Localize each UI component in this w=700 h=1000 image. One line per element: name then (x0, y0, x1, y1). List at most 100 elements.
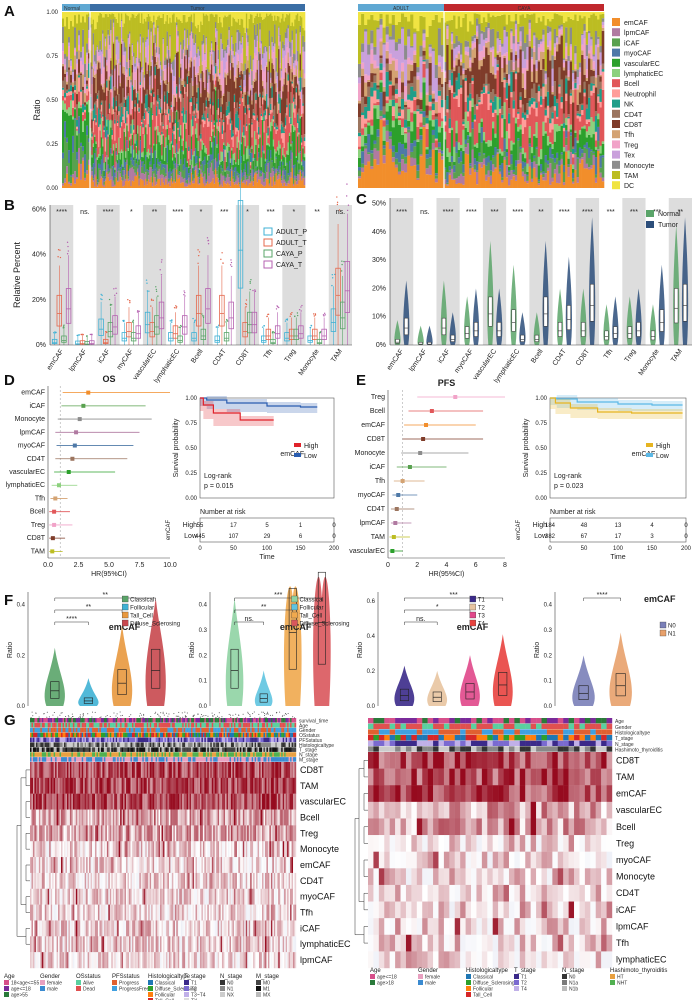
caya-sample-segment-Treg (508, 78, 511, 84)
tumor-sample-segment-Neutrophil (174, 123, 177, 139)
caya-sample-segment-Treg (567, 70, 571, 77)
tumor-sample-segment-Tex (220, 38, 222, 62)
caya-sample-segment-iCAF (553, 162, 557, 170)
caya-sample-segment-NK (496, 64, 500, 68)
adult-sample-segment-Tfh (419, 98, 423, 100)
caya-sample-segment-NK (562, 123, 566, 128)
tumor-sample-segment-myoCAF (235, 166, 237, 180)
caya-sample-segment-lymphaticEC (594, 146, 598, 150)
caya-sample-segment-iCAF (482, 154, 486, 159)
caya-sample-segment-TAM (530, 14, 534, 49)
adult-sample-segment-Neutrophil (434, 138, 439, 141)
normal-sample-segment-lymphaticEC (86, 101, 89, 105)
caya-sample-segment-CD8T (533, 64, 536, 84)
adult-sample-segment-Monocyte (397, 38, 402, 44)
tumor-sample-segment-Neutrophil (204, 120, 206, 125)
normal-sample-segment-vascularEC (88, 112, 91, 139)
tumor-sample-segment-Bcell (161, 143, 163, 156)
caya-sample-segment-Monocyte (558, 25, 561, 29)
tumor-sample-segment-CD4T (182, 98, 185, 108)
panel-b-outlier (157, 295, 159, 297)
adult-sample-segment-TAM (419, 15, 423, 46)
adult-sample-segment-vascularEC (434, 149, 439, 174)
adult-sample-segment-NK (370, 87, 374, 97)
tumor-sample-segment-Monocyte (223, 49, 225, 58)
tumor-sample-segment-lpmCAF (150, 167, 153, 177)
tumor-sample-segment-Neutrophil (188, 150, 190, 159)
caya-sample-segment-NK (594, 116, 598, 132)
tumor-sample-segment-iCAF (126, 148, 128, 160)
adult-sample-segment-Bcell (376, 101, 380, 106)
tumor-sample-segment-CD4T (142, 116, 145, 124)
adult-sample-segment-TAM (379, 13, 383, 19)
caya-sample-segment-TAM (505, 24, 509, 32)
adult-sample-segment-lpmCAF (385, 130, 390, 142)
tumor-sample-segment-NK (193, 104, 196, 111)
tumor-sample-segment-emCAF (227, 182, 229, 188)
tumor-sample-segment-DC (173, 12, 175, 14)
caya-sample-segment-lymphaticEC (476, 143, 479, 148)
tumor-sample-segment-NK (158, 100, 161, 110)
tumor-sample-segment-Neutrophil (185, 122, 188, 129)
tumor-sample-segment-emCAF (212, 178, 214, 188)
caya-sample-segment-CD4T (453, 92, 456, 94)
caya-sample-segment-Bcell (455, 98, 459, 121)
caya-sample-segment-lymphaticEC (560, 123, 564, 126)
caya-sample-segment-myoCAF (562, 165, 566, 172)
caya-sample-segment-CD4T (503, 72, 507, 78)
normal-sample-segment-Monocyte (86, 43, 89, 53)
tumor-sample-segment-Bcell (212, 114, 214, 130)
tumor-sample-segment-myoCAF (153, 164, 155, 171)
tumor-sample-segment-lpmCAF (198, 183, 201, 185)
tumor-sample-segment-lpmCAF (178, 175, 181, 178)
tumor-sample-segment-Tfh (135, 92, 138, 98)
tumor-sample-segment-emCAF (173, 179, 175, 188)
tumor-sample-segment-Treg (235, 67, 237, 77)
tumor-sample-segment-vascularEC (169, 149, 171, 169)
tumor-sample-segment-Tfh (98, 60, 100, 63)
tumor-sample-segment-emCAF (104, 180, 107, 188)
caya-sample-segment-CD8T (562, 70, 566, 114)
panel-b-outlier (239, 85, 241, 88)
caya-sample-segment-lpmCAF (448, 172, 452, 175)
caya-sample-segment-TAM (521, 14, 525, 27)
normal-sample-segment-lpmCAF (70, 183, 73, 186)
tumor-sample-segment-DC (208, 12, 210, 22)
adult-sample-segment-Neutrophil (407, 99, 411, 108)
tumor-sample-segment-lpmCAF (115, 161, 118, 178)
adult-sample-segment-Monocyte (379, 18, 383, 25)
tumor-sample-segment-iCAF (137, 161, 139, 169)
tumor-sample-segment-iCAF (130, 160, 132, 168)
caya-sample-segment-iCAF (585, 148, 589, 164)
caya-sample-segment-lpmCAF (505, 165, 509, 178)
caya-sample-segment-lymphaticEC (519, 124, 523, 130)
tumor-sample-segment-TAM (189, 16, 192, 34)
caya-sample-segment-Tex (574, 53, 577, 65)
caya-sample-segment-Tfh (466, 55, 470, 69)
adult-sample-segment-vascularEC (373, 108, 377, 141)
tumor-sample-segment-myoCAF (119, 167, 122, 172)
tumor-sample-segment-NK (151, 113, 154, 116)
caya-sample-segment-vascularEC (462, 150, 465, 165)
panel-b-outlier (275, 308, 278, 310)
tumor-sample-segment-DC (92, 12, 95, 20)
tumor-sample-segment-emCAF (193, 183, 196, 188)
tumor-sample-segment-NK (209, 98, 212, 105)
tumor-sample-segment-Treg (174, 77, 177, 97)
tumor-sample-segment-CD8T (142, 87, 145, 117)
caya-sample-segment-vascularEC (533, 136, 536, 156)
tumor-sample-segment-emCAF (111, 186, 114, 188)
caya-sample-segment-iCAF (517, 140, 520, 161)
tumor-sample-segment-Bcell (229, 129, 232, 159)
tumor-sample-segment-Monocyte (126, 61, 128, 70)
tumor-sample-segment-myoCAF (185, 167, 188, 181)
tumor-sample-segment-Tex (145, 41, 147, 48)
caya-sample-segment-Bcell (583, 96, 587, 126)
tumor-sample-segment-lymphaticEC (151, 153, 154, 158)
caya-sample-segment-lymphaticEC (597, 113, 600, 120)
tumor-sample-segment-Monocyte (141, 66, 143, 70)
tumor-sample-segment-lymphaticEC (143, 134, 146, 148)
tumor-sample-segment-DC (236, 12, 239, 23)
caya-sample-segment-myoCAF (592, 151, 596, 153)
adult-sample-segment-Treg (364, 74, 368, 83)
